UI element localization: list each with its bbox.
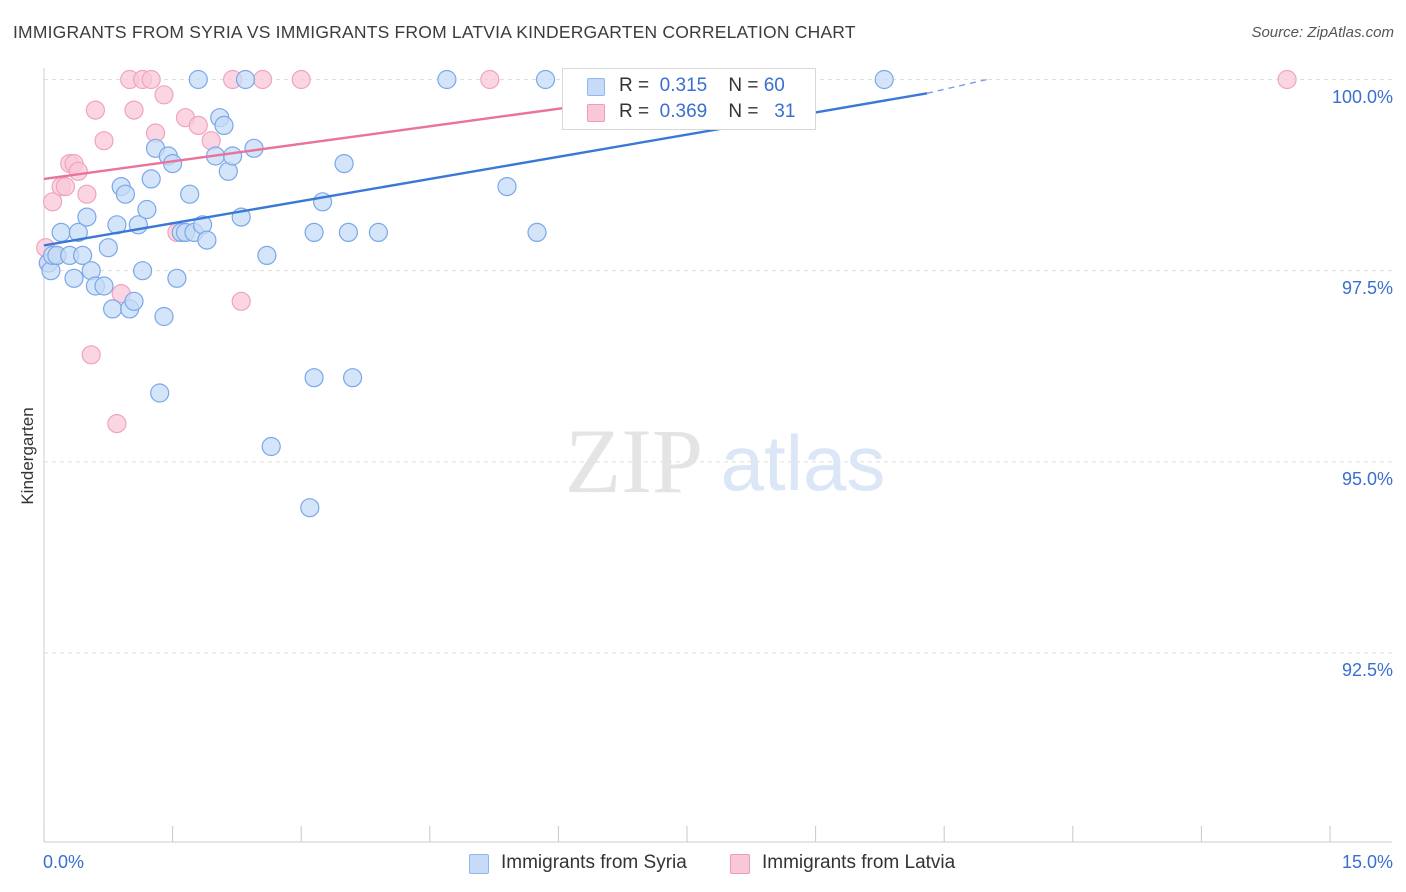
syria-point-39 xyxy=(214,115,234,136)
syria-trendline-extension xyxy=(926,78,988,94)
watermark: ZIP atlas xyxy=(565,410,885,512)
y-axis-label: Kindergarten xyxy=(18,407,37,505)
syria-point-4 xyxy=(51,222,71,242)
stats-text-syria: R = 0.315 N = 60 xyxy=(619,75,785,97)
n-value-latvia: 31 xyxy=(774,101,796,122)
syria-point-34 xyxy=(188,69,208,90)
stats-box: R = 0.315 N = 60 R = 0.369 N = 31 xyxy=(562,68,816,130)
latvia-point-5 xyxy=(55,177,76,197)
r-label: R = xyxy=(619,75,650,96)
latvia-point-11 xyxy=(85,100,106,120)
syria-point-6 xyxy=(64,268,84,288)
latvia-point-13 xyxy=(107,414,127,434)
trendlines xyxy=(43,78,988,247)
x-tick-label-max: 15.0% xyxy=(1341,852,1393,872)
latvia-point-28 xyxy=(291,69,311,90)
n-label: N = xyxy=(728,101,759,122)
chart-title: IMMIGRANTS FROM SYRIA VS IMMIGRANTS FROM… xyxy=(13,22,856,42)
x-tick-label-min: 0.0% xyxy=(43,852,85,872)
latvia-point-8 xyxy=(68,161,88,181)
r-value-latvia: 0.369 xyxy=(659,101,708,122)
syria-point-49 xyxy=(334,154,354,174)
syria-point-50 xyxy=(304,368,324,388)
axes xyxy=(43,68,1392,843)
y-tick-label-95: 95.0% xyxy=(1341,469,1393,489)
syria-point-47 xyxy=(300,498,320,518)
syria-point-19 xyxy=(124,291,144,311)
r-value-syria: 0.315 xyxy=(659,75,708,96)
latvia-point-26 xyxy=(231,291,251,311)
latvia-point-30 xyxy=(1277,69,1297,90)
latvia-point-2 xyxy=(42,192,63,212)
watermark-atlas: atlas xyxy=(721,419,886,507)
gridlines xyxy=(44,79,1392,654)
y-tick-label-100: 100.0% xyxy=(1331,87,1393,107)
syria-point-21 xyxy=(133,261,153,281)
latvia-point-10 xyxy=(81,345,101,365)
syria-point-9 xyxy=(77,207,97,227)
y-tick-label-97-5: 97.5% xyxy=(1341,278,1393,298)
syria-point-22 xyxy=(137,199,157,220)
syria-point-54 xyxy=(368,222,388,242)
syria-point-57 xyxy=(527,222,547,242)
r-label: R = xyxy=(619,101,650,122)
syria-point-53 xyxy=(343,368,363,388)
syria-point-41 xyxy=(223,146,243,166)
latvia-point-18 xyxy=(141,69,161,90)
latvia-point-23 xyxy=(188,115,208,136)
syria-point-23 xyxy=(141,169,161,189)
syria-point-28 xyxy=(163,154,183,174)
stats-swatch-latvia xyxy=(587,104,605,122)
syria-point-29 xyxy=(167,268,187,288)
stats-swatch-syria xyxy=(587,78,605,96)
legend-swatch-latvia xyxy=(730,854,750,874)
syria-point-13 xyxy=(98,238,118,258)
syria-point-58 xyxy=(535,69,556,90)
watermark-zip: ZIP xyxy=(565,410,703,512)
legend-label-syria: Immigrants from Syria xyxy=(501,852,687,873)
syria-point-14 xyxy=(102,299,123,319)
legend-label-latvia: Immigrants from Latvia xyxy=(762,852,956,873)
syria-point-51 xyxy=(304,222,324,242)
latvia-point-20 xyxy=(154,85,174,105)
latvia-point-27 xyxy=(253,69,273,90)
legend: Immigrants from Syria Immigrants from La… xyxy=(0,852,1406,878)
syria-point-52 xyxy=(338,222,358,242)
source-label: Source: ZipAtlas.com xyxy=(1251,24,1394,41)
syria-point-43 xyxy=(235,69,256,90)
syria-point-55 xyxy=(437,69,457,90)
n-label: N = xyxy=(728,75,759,96)
latvia-point-29 xyxy=(480,69,500,90)
syria-point-25 xyxy=(150,383,170,403)
syria-point-32 xyxy=(180,184,200,204)
n-value-syria: 60 xyxy=(763,75,785,96)
syria-point-45 xyxy=(257,245,277,265)
syria-point-17 xyxy=(115,184,136,204)
syria-point-26 xyxy=(154,306,174,327)
syria-point-8 xyxy=(72,245,93,265)
syria-point-56 xyxy=(497,177,517,197)
stats-text-latvia: R = 0.369 N = 31 xyxy=(619,101,795,123)
syria-point-46 xyxy=(261,436,281,457)
syria-point-36 xyxy=(197,230,217,250)
legend-swatch-syria xyxy=(469,854,489,874)
latvia-point-9 xyxy=(77,184,97,204)
syria-point-59 xyxy=(874,69,894,90)
syria-point-12 xyxy=(94,276,114,296)
syria-point-7 xyxy=(68,222,88,242)
latvia-point-12 xyxy=(94,131,114,151)
y-tick-label-92-5: 92.5% xyxy=(1341,660,1393,680)
latvia-point-16 xyxy=(124,100,144,120)
